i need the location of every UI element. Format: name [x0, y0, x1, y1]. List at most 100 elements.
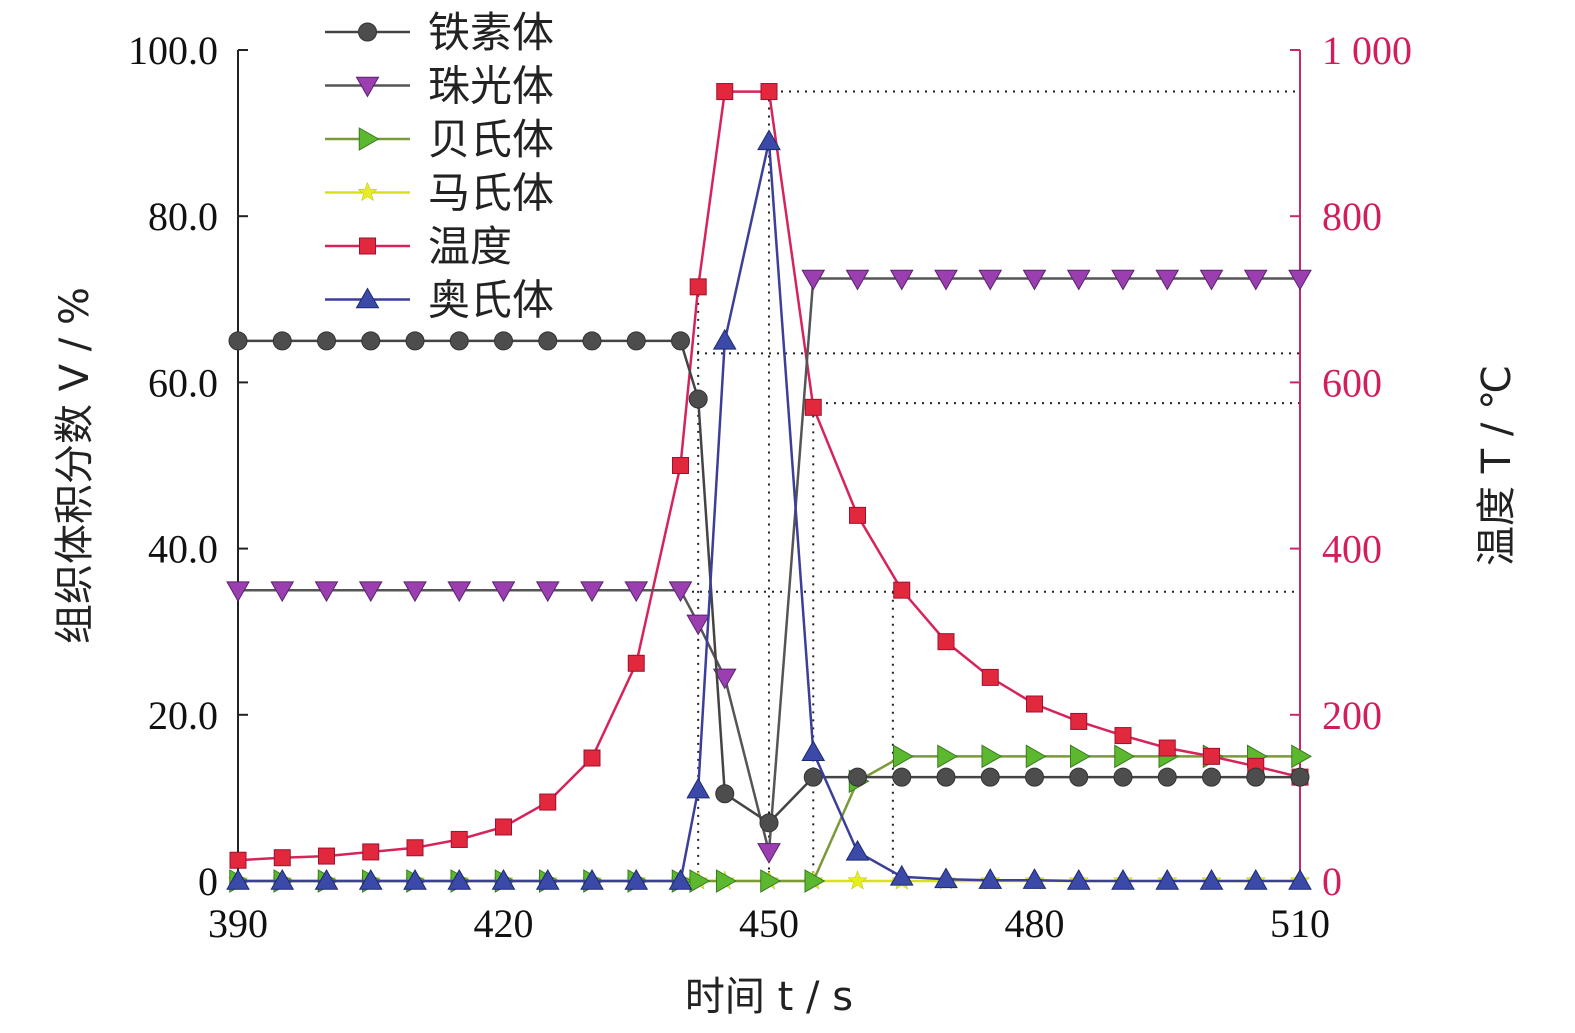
data-point [978, 868, 1003, 889]
data-point [358, 581, 383, 603]
series-line [238, 141, 1300, 883]
data-point [405, 331, 425, 351]
data-point [934, 269, 958, 291]
data-point [672, 457, 689, 474]
data-point [981, 668, 999, 686]
x-tick-label: 480 [1005, 901, 1065, 946]
data-point [757, 129, 781, 151]
data-point [317, 331, 336, 351]
data-point [1158, 739, 1176, 757]
data-point [937, 633, 955, 651]
data-point [226, 581, 250, 603]
data-point [849, 506, 866, 524]
data-point [1114, 744, 1136, 769]
data-point [845, 839, 870, 861]
ticks: 390 420 450 480 510020.040.060.080.0100.0020… [128, 28, 1412, 946]
data-point [1114, 727, 1132, 745]
data-point [1155, 868, 1180, 890]
legend-item: 铁素体 [325, 8, 554, 57]
data-point [801, 269, 826, 291]
data-point [627, 654, 645, 672]
right-tick-label: 200 [1322, 693, 1382, 738]
legend-item: 奥氏体 [325, 276, 554, 325]
data-point [668, 868, 693, 890]
data-point [535, 868, 560, 890]
data-point [624, 581, 649, 603]
data-point [936, 767, 956, 787]
data-point [1243, 868, 1268, 890]
left-tick-label: 20.0 [148, 693, 218, 738]
data-point [229, 851, 247, 869]
data-point [582, 331, 602, 351]
data-point [671, 331, 690, 351]
data-point [491, 581, 516, 603]
legend-marker [358, 22, 377, 42]
data-point [892, 767, 912, 787]
right-tick-label: 0 [1322, 859, 1342, 904]
x-tick-label: 510 [1270, 901, 1330, 946]
legend-marker [359, 237, 376, 255]
data-point [889, 269, 914, 291]
series-line [238, 277, 1300, 853]
data-point [1026, 695, 1043, 713]
data-point [716, 869, 737, 893]
data-point [1111, 868, 1135, 890]
data-point [689, 278, 707, 296]
x-axis-title: 时间 t / s [685, 974, 853, 1020]
data-point [845, 269, 870, 291]
data-point [686, 614, 711, 636]
data-point [270, 581, 295, 603]
data-point [1157, 767, 1177, 787]
data-point [539, 793, 557, 811]
data-point [668, 581, 693, 603]
data-point [1070, 712, 1088, 730]
legend-item: 贝氏体 [325, 115, 554, 164]
data-point [491, 868, 516, 890]
data-point [358, 868, 383, 890]
data-point [494, 331, 513, 351]
data-point [893, 581, 911, 599]
legend-label: 铁素体 [428, 8, 554, 57]
data-point [1022, 269, 1047, 291]
right-y-axis-title: 温度 T / ℃ [1474, 365, 1520, 566]
data-point [757, 843, 781, 864]
data-point [1069, 767, 1089, 787]
data-point [980, 767, 1000, 787]
data-point [715, 784, 735, 804]
data-point [893, 744, 914, 769]
data-point [712, 668, 737, 690]
data-point [403, 868, 427, 890]
data-point [447, 868, 472, 890]
data-point [889, 864, 914, 886]
legend-item: 马氏体 [325, 169, 554, 218]
data-point [1066, 868, 1091, 890]
data-point [1199, 269, 1224, 291]
data-point [716, 83, 734, 101]
data-point [449, 331, 469, 351]
data-point [937, 744, 959, 769]
data-point [362, 843, 380, 861]
data-point [803, 767, 823, 787]
legend-label: 温度 [428, 222, 512, 271]
right-tick-label: 1 000 [1322, 28, 1412, 73]
x-tick-label: 390 [208, 901, 268, 946]
x-tick-label: 420 [474, 901, 534, 946]
data-point [1246, 767, 1266, 787]
data-point [712, 328, 737, 350]
data-point [272, 331, 292, 351]
data-point [1288, 868, 1312, 890]
data-point [535, 581, 560, 603]
data-point [403, 581, 427, 603]
data-point [450, 830, 468, 848]
data-point [626, 331, 646, 351]
series-triangle-down [226, 269, 1312, 864]
data-point [273, 849, 291, 867]
data-point [495, 818, 512, 836]
series-square [229, 83, 1309, 869]
left-y-axis-title: 组织体积分数 V / % [52, 287, 98, 644]
data-point [580, 868, 604, 890]
data-point [848, 767, 867, 787]
left-tick-label: 100.0 [128, 28, 218, 73]
legend-marker [357, 181, 378, 202]
